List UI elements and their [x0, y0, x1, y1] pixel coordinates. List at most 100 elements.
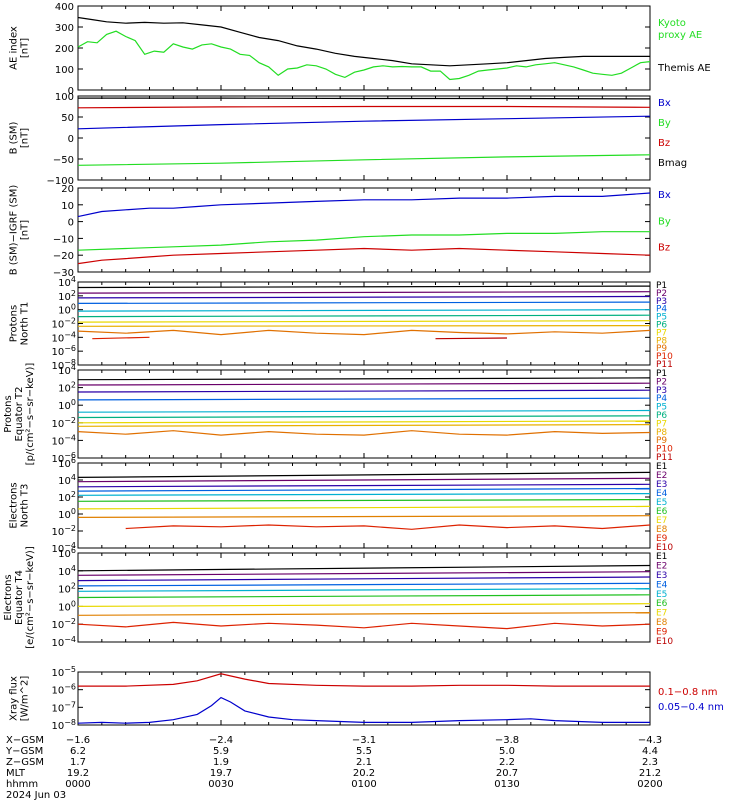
y-tick-label: 10−4: [51, 541, 76, 555]
x-axis-value: 19.7: [210, 768, 232, 779]
legend-label: P4: [656, 394, 667, 404]
panel-frame: [77, 281, 651, 366]
y-axis-label: ProtonsEquator T2[p/(cm²−s−sr−keV)]: [3, 363, 36, 466]
y-tick-label: 10−8: [51, 358, 76, 372]
series-line-bmag: [78, 97, 651, 100]
legend-label: P6: [656, 411, 667, 421]
y-tick-label: 10−2: [51, 524, 76, 538]
x-axis-row-label: hhmm: [6, 779, 38, 790]
legend-label: E5: [656, 498, 667, 508]
x-axis-value: 5.5: [356, 746, 372, 757]
legend-label: E6: [656, 599, 668, 609]
series-line-e9: [77, 621, 651, 630]
legend-label: E2: [656, 561, 667, 571]
y-tick-label: 300: [55, 23, 74, 34]
series-line-p3: [77, 295, 651, 299]
x-axis-value: 2.3: [642, 757, 658, 768]
y-tick-label: 100: [55, 92, 74, 103]
y-tick-label: −30: [53, 268, 74, 279]
series-line-kyotoproxyae: [77, 30, 651, 81]
series-line-e4: [77, 487, 651, 492]
x-axis-row-label: X−GSM: [6, 735, 44, 746]
series-line-e8: [77, 611, 651, 616]
y-axis-label: Xray flux[W/m^2]: [9, 676, 31, 722]
series-line-e6: [77, 594, 651, 599]
series-line-themisae: [77, 16, 650, 67]
x-axis-value: 5.0: [499, 746, 515, 757]
x-axis-value: −3.8: [495, 735, 519, 746]
legend-label: Bz: [658, 138, 670, 149]
series-line-p1: [77, 285, 651, 289]
legend-label: 0.05−0.4 nm: [658, 702, 724, 713]
series-line-p5: [77, 309, 651, 312]
legend-label: P8: [656, 336, 667, 346]
legend-label: E1: [656, 552, 667, 562]
series-line-e5: [77, 493, 651, 496]
x-axis-value: 1.9: [213, 757, 229, 768]
legend-label: Bmag: [658, 158, 687, 169]
series-line-bz: [77, 247, 651, 265]
x-axis-value: −1.6: [66, 735, 90, 746]
legend-label: P11: [656, 453, 673, 463]
legend-label: P11: [656, 360, 673, 370]
legend-label: P2: [656, 289, 667, 299]
legend-label: E4: [656, 580, 668, 590]
series-line-e1: [77, 471, 651, 478]
x-axis-row-label: 2024 Jun 03: [6, 790, 66, 800]
series-line-p9: [77, 430, 651, 436]
y-tick-label: 0: [68, 86, 74, 97]
legend-label: E1: [656, 462, 667, 472]
y-tick-label: 10−4: [51, 330, 76, 344]
y-tick-label: 10−2: [51, 617, 76, 631]
legend-label: proxy AE: [658, 30, 702, 41]
y-axis-label: ElectronsNorth T3: [9, 482, 31, 528]
legend-label: P10: [656, 445, 673, 455]
series-line-p8: [77, 424, 651, 427]
y-tick-label: 400: [55, 2, 74, 13]
series-line-e6: [77, 499, 651, 502]
legend-label: By: [658, 216, 671, 227]
y-tick-label: 10−8: [51, 718, 76, 732]
legend-label: P5: [656, 403, 667, 413]
panel-pt2: 10−6 10−4 10−2 100 102 104 ProtonsEquator T2[p…: [3, 363, 673, 466]
legend-label: P2: [656, 377, 667, 387]
x-axis-value: 1.7: [70, 757, 86, 768]
panel-frame: [77, 187, 651, 273]
y-axis-label: ProtonsNorth T1: [9, 302, 31, 346]
legend-label: E2: [656, 471, 667, 481]
panel-bsm: −100 −50 0 50 100 B (SM)[nT] Bx By Bz Bmag: [9, 92, 688, 187]
y-tick-label: 100: [58, 303, 76, 317]
y-tick-label: 10: [61, 201, 74, 212]
series-line-p2: [77, 291, 651, 294]
legend-label: P9: [656, 344, 667, 354]
x-axis-value: 2.1: [356, 757, 372, 768]
legend-label: Kyoto: [658, 18, 686, 29]
y-tick-label: 102: [58, 381, 76, 395]
series-line-by: [77, 154, 651, 166]
series-line-e9: [125, 524, 651, 530]
series-line-0108nm: [78, 673, 650, 687]
y-tick-label: 102: [58, 490, 76, 504]
legend-label: E8: [656, 525, 668, 535]
series-line-bx: [77, 192, 651, 218]
series-line-p2: [77, 382, 651, 386]
series-line-p6: [77, 415, 651, 419]
legend-label: E9: [656, 628, 668, 638]
series-line-e8: [77, 515, 651, 519]
panel-xray: 10−8 10−7 10−6 10−5 Xray flux[W/m^2] 0.1−0.8 …: [9, 665, 724, 732]
legend-label: By: [658, 118, 671, 129]
y-tick-label: 10−6: [51, 344, 76, 358]
series-line-e2: [77, 477, 651, 483]
y-axis-label: B (SM)[nT]: [9, 121, 31, 154]
series-line-p3: [77, 389, 651, 393]
legend-label: E3: [656, 571, 667, 581]
y-axis-label: AE index[nT]: [9, 26, 31, 70]
x-axis-value: 0200: [637, 779, 662, 790]
x-axis-value: 0030: [208, 779, 233, 790]
y-tick-label: 102: [58, 582, 76, 596]
